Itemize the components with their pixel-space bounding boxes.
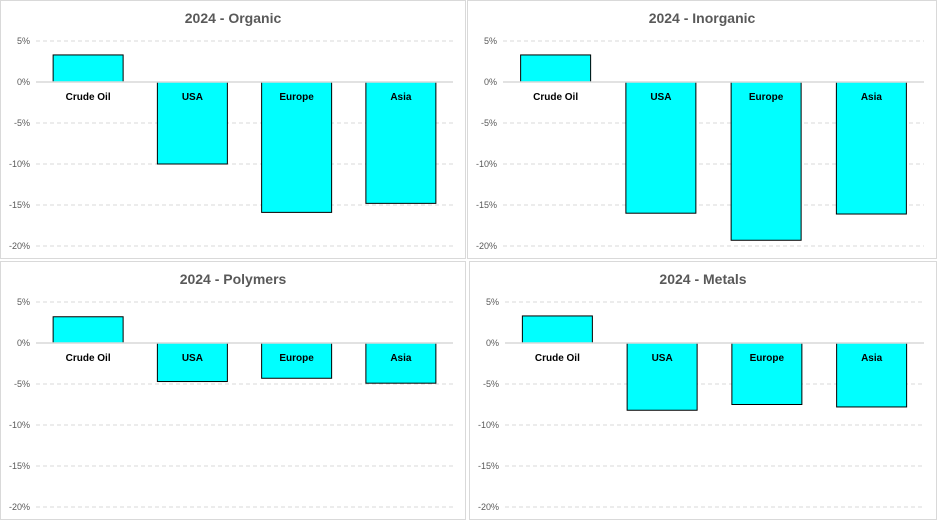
bar-crude-oil xyxy=(52,316,124,344)
category-label: Europe xyxy=(749,92,784,103)
bar-asia xyxy=(836,342,908,408)
y-tick-label: -5% xyxy=(481,118,497,128)
bar-crude-oil xyxy=(52,54,124,83)
y-tick-label: -10% xyxy=(9,159,30,169)
chart-metals: 5% 0% -5% -10% -15% -20% Crude Oil USA Europe Asi… xyxy=(469,261,937,520)
bar-crude-oil xyxy=(520,54,592,83)
chart-organic: 5% 0% -5% -10% -15% -20% Crude Oil USA Europe Asi… xyxy=(0,0,466,259)
y-tick-label: -10% xyxy=(476,159,497,169)
category-label: Crude Oil xyxy=(66,92,111,103)
category-label: Crude Oil xyxy=(535,353,580,364)
chart-title: 2024 - Metals xyxy=(659,271,747,287)
bar-europe xyxy=(261,81,333,213)
chart-inorganic: 5% 0% -5% -10% -15% -20% Crude Oil USA Europe Asi… xyxy=(467,0,937,259)
y-tick-label: 0% xyxy=(17,338,30,348)
y-tick-label: -15% xyxy=(9,200,30,210)
category-label: Asia xyxy=(861,353,883,364)
y-tick-label: -20% xyxy=(9,502,30,512)
y-tick-label: -15% xyxy=(478,461,499,471)
bar-asia xyxy=(365,342,437,384)
y-tick-label: -5% xyxy=(14,379,30,389)
category-label: USA xyxy=(182,92,203,103)
bar-usa xyxy=(156,342,228,383)
chart-title: 2024 - Organic xyxy=(184,10,282,26)
category-label: Asia xyxy=(861,92,883,103)
category-label: USA xyxy=(652,353,673,364)
y-tick-label: 5% xyxy=(484,36,497,46)
chart-title: 2024 - Inorganic xyxy=(648,10,756,26)
y-tick-label: -5% xyxy=(483,379,499,389)
chart-plot: 5% 0% -5% -10% -15% -20% Crude Oil USA Europe Asi… xyxy=(9,36,453,251)
bar-europe xyxy=(731,342,803,405)
category-label: Europe xyxy=(750,353,785,364)
category-label: Europe xyxy=(279,353,314,364)
category-label: Asia xyxy=(390,353,412,364)
y-tick-label: -20% xyxy=(9,241,30,251)
category-label: Crude Oil xyxy=(533,92,578,103)
category-label: USA xyxy=(182,353,203,364)
y-tick-label: -5% xyxy=(14,118,30,128)
chart-plot: 5% 0% -5% -10% -15% -20% Crude Oil USA Europe Asi… xyxy=(9,297,453,512)
chart-polymers: 5% 0% -5% -10% -15% -20% Crude Oil USA Europe Asi… xyxy=(0,261,466,520)
bar-europe xyxy=(261,342,333,379)
y-tick-label: -20% xyxy=(476,241,497,251)
category-label: Asia xyxy=(390,92,412,103)
y-tick-label: -15% xyxy=(476,200,497,210)
y-tick-label: 0% xyxy=(17,77,30,87)
category-label: Europe xyxy=(279,92,314,103)
chart-plot: 5% 0% -5% -10% -15% -20% Crude Oil USA Europe Asi… xyxy=(478,297,924,512)
bar-europe xyxy=(730,81,802,241)
y-tick-label: -10% xyxy=(9,420,30,430)
chart-plot: 5% 0% -5% -10% -15% -20% Crude Oil USA Europe Asi… xyxy=(476,36,924,251)
y-tick-label: 5% xyxy=(17,297,30,307)
y-tick-label: 5% xyxy=(486,297,499,307)
category-label: USA xyxy=(650,92,671,103)
y-tick-label: -10% xyxy=(478,420,499,430)
bar-usa xyxy=(626,342,698,411)
bar-crude-oil xyxy=(521,315,593,344)
y-tick-label: 0% xyxy=(486,338,499,348)
bar-usa xyxy=(156,81,228,165)
bar-asia xyxy=(835,81,907,215)
chart-title: 2024 - Polymers xyxy=(179,271,287,287)
y-tick-label: -20% xyxy=(478,502,499,512)
y-tick-label: 5% xyxy=(17,36,30,46)
category-label: Crude Oil xyxy=(66,353,111,364)
y-tick-label: -15% xyxy=(9,461,30,471)
y-tick-label: 0% xyxy=(484,77,497,87)
